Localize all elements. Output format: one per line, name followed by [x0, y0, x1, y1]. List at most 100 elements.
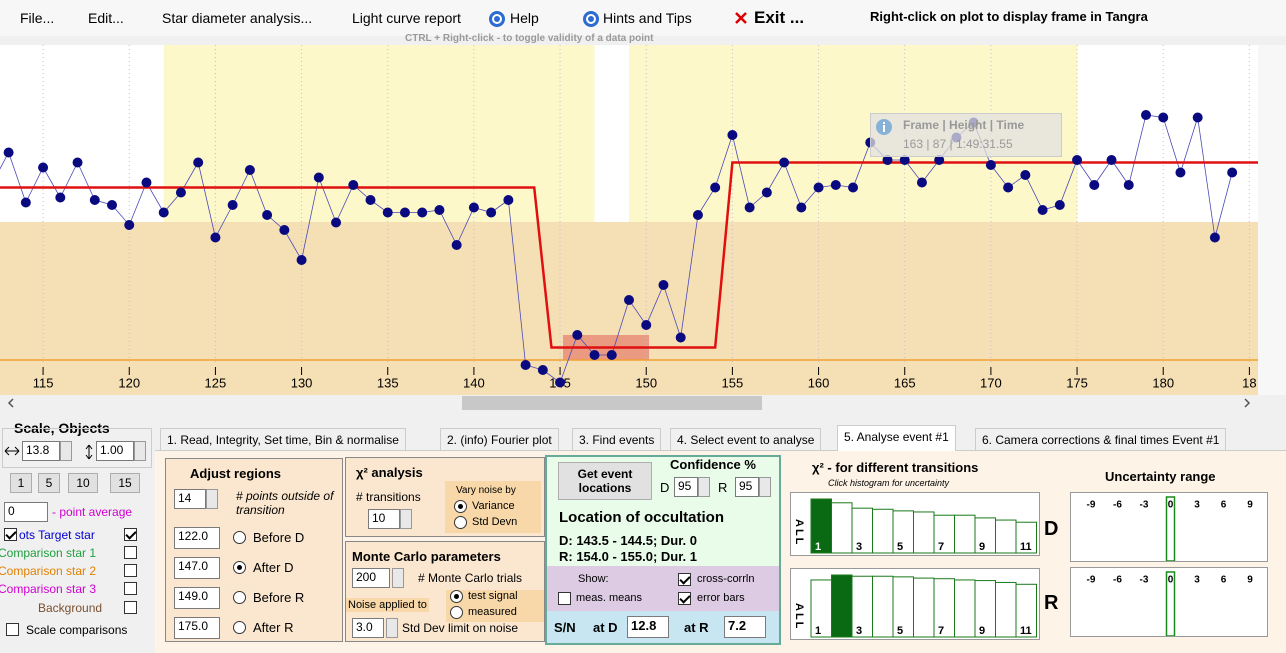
checkbox-label: error bars: [697, 592, 745, 604]
x-tick-label: 115: [33, 375, 54, 390]
data-point: [710, 182, 721, 193]
data-point: [572, 330, 583, 340]
menu-item[interactable]: Help: [510, 10, 539, 26]
average-select[interactable]: 0: [4, 502, 48, 522]
tab[interactable]: 4. Select event to analyse: [670, 428, 822, 450]
radio[interactable]: [450, 606, 463, 619]
info-icon: [876, 119, 892, 135]
histogram-d[interactable]: ALL 1 3 5 7 9 11: [790, 492, 1040, 556]
data-point: [3, 147, 14, 158]
histogram-bar: [913, 577, 935, 638]
lower-band: [0, 222, 1258, 395]
data-point: [916, 177, 927, 188]
tab[interactable]: 1. Read, Integrity, Set time, Bin & norm…: [160, 428, 406, 450]
radio: [233, 561, 246, 574]
menu-item[interactable]: Hints and Tips: [603, 10, 692, 26]
scroll-right[interactable]: [1242, 397, 1252, 409]
checkbox[interactable]: [124, 546, 137, 559]
region-input[interactable]: 175.0: [174, 617, 220, 639]
menu-item[interactable]: Edit...: [88, 10, 124, 26]
spinner[interactable]: [386, 618, 398, 638]
data-point: [313, 172, 324, 183]
data-point: [262, 210, 273, 220]
x-tick-label: 125: [205, 375, 227, 390]
x-scale-input[interactable]: 13.8: [22, 441, 60, 461]
spinner[interactable]: [206, 489, 218, 509]
data-point: [348, 180, 359, 190]
scroll-left[interactable]: [6, 397, 16, 409]
checkbox[interactable]: [124, 564, 137, 577]
menu-item[interactable]: Exit ...: [754, 8, 805, 27]
spinner[interactable]: [60, 441, 72, 461]
region-label: After R: [253, 620, 294, 635]
checkbox[interactable]: [678, 592, 691, 605]
noise-label: Noise applied to: [346, 598, 429, 612]
checkbox[interactable]: [678, 573, 691, 586]
menu-item[interactable]: Star diameter analysis...: [162, 10, 313, 26]
histogram-title: χ² - for different transitions: [812, 460, 979, 475]
y-scale-input[interactable]: 1.00: [96, 441, 134, 461]
spinner[interactable]: [759, 477, 771, 497]
scale-button[interactable]: 1: [10, 473, 32, 493]
limit-input[interactable]: 3.0: [352, 618, 384, 638]
trials-input[interactable]: 200: [352, 568, 390, 588]
spinner[interactable]: [698, 477, 710, 497]
tab[interactable]: 3. Find events: [572, 428, 662, 450]
confidence-input[interactable]: 95: [735, 477, 759, 497]
radio[interactable]: [450, 590, 463, 603]
spinner[interactable]: [134, 441, 146, 461]
points-input[interactable]: 14: [174, 489, 206, 509]
confidence-input[interactable]: 95: [674, 477, 698, 497]
checkbox-label: cross-corrln: [697, 573, 755, 585]
d-label: D: [1044, 518, 1059, 540]
tab[interactable]: 6. Camera corrections & final times Even…: [975, 428, 1227, 450]
scroll-thumb[interactable]: [462, 396, 762, 410]
radio: [233, 621, 246, 634]
region-band: [0, 45, 164, 222]
scale-button[interactable]: 10: [68, 473, 98, 493]
radio[interactable]: [454, 500, 467, 513]
region-input[interactable]: 149.0: [174, 587, 220, 609]
scale-button[interactable]: 5: [38, 473, 60, 493]
data-point: [744, 202, 755, 213]
checkbox[interactable]: [124, 528, 137, 541]
data-point: [692, 210, 703, 220]
region-input[interactable]: 147.0: [174, 557, 220, 579]
uncertainty-label: -3: [1140, 500, 1149, 511]
histogram-side: ALL: [793, 519, 805, 546]
histogram-r[interactable]: ALL 1 3 5 7 9 11: [790, 568, 1040, 640]
sn-d-value: 12.8: [627, 616, 669, 638]
data-point: [1106, 155, 1117, 165]
light-curve-plot[interactable]: 1151201251301351401451501551601651701751…: [0, 45, 1258, 395]
checkbox[interactable]: [124, 582, 137, 595]
histogram-label: 1: [815, 625, 821, 637]
get-locations-button[interactable]: Get event locations: [558, 462, 652, 500]
radio[interactable]: [454, 516, 467, 529]
tooltip-header: Frame | Height | Time: [903, 118, 1025, 132]
spinner[interactable]: [392, 568, 404, 588]
checkbox[interactable]: [558, 592, 571, 605]
scale-button[interactable]: 15: [110, 473, 140, 493]
histogram-bar: [1015, 521, 1037, 554]
checkbox[interactable]: [6, 623, 19, 636]
data-point: [296, 255, 307, 265]
tab-selected[interactable]: 5. Analyse event #1: [837, 425, 956, 451]
data-point: [1175, 167, 1186, 178]
uncertainty-label: -6: [1113, 500, 1122, 511]
menu-item[interactable]: File...: [20, 10, 55, 26]
histogram-label: 9: [979, 625, 985, 637]
data-point: [641, 320, 652, 330]
histogram-bar: [954, 514, 976, 554]
checkbox[interactable]: [124, 601, 137, 614]
sn-at-d: at D: [593, 620, 618, 635]
transitions-input[interactable]: 10: [368, 509, 400, 529]
tab[interactable]: 2. (info) Fourier plot: [440, 428, 559, 450]
data-point: [1140, 110, 1151, 120]
spinner[interactable]: [400, 509, 412, 529]
x-tick-label: 175: [1066, 375, 1088, 390]
data-point: [796, 202, 807, 213]
menu-item[interactable]: Light curve report: [352, 10, 461, 26]
checkbox[interactable]: [4, 528, 17, 541]
uncertainty-d: -9 -6 -3 0 3 6 9: [1070, 492, 1268, 562]
region-input[interactable]: 122.0: [174, 527, 220, 549]
